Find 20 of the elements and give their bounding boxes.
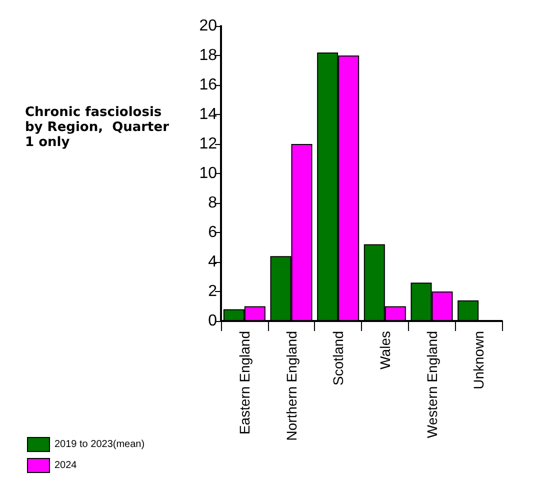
x-tick-label: Scotland xyxy=(330,331,346,386)
y-tick-label: 4 xyxy=(208,254,218,270)
x-tick-label: Wales xyxy=(376,331,393,370)
y-tick-label: 12 xyxy=(199,136,218,152)
y-tick-label: 16 xyxy=(199,76,218,94)
y-tick-label: 18 xyxy=(199,47,218,64)
x-tick-label: Western England xyxy=(424,331,440,438)
x-tick-label: Eastern England xyxy=(236,331,252,435)
text: Chronic fasciolosis by Region, Quarter 1 only xyxy=(25,105,174,150)
y-tick-label: 8 xyxy=(208,194,218,212)
legend-label: 2019 to 2023(mean) xyxy=(54,439,145,450)
x-tick-label: Northern England xyxy=(283,331,300,441)
y-tick-label: 20 xyxy=(199,18,218,34)
y-tick-label: 0 xyxy=(208,312,218,330)
y-tick-label: 10 xyxy=(199,165,218,182)
legend-label: 2024 xyxy=(54,460,78,471)
x-tick-label: Unknown xyxy=(470,331,487,390)
y-tick-label: 2 xyxy=(208,283,218,300)
y-tick-label: 6 xyxy=(208,224,218,241)
y-tick-label: 14 xyxy=(199,106,218,123)
